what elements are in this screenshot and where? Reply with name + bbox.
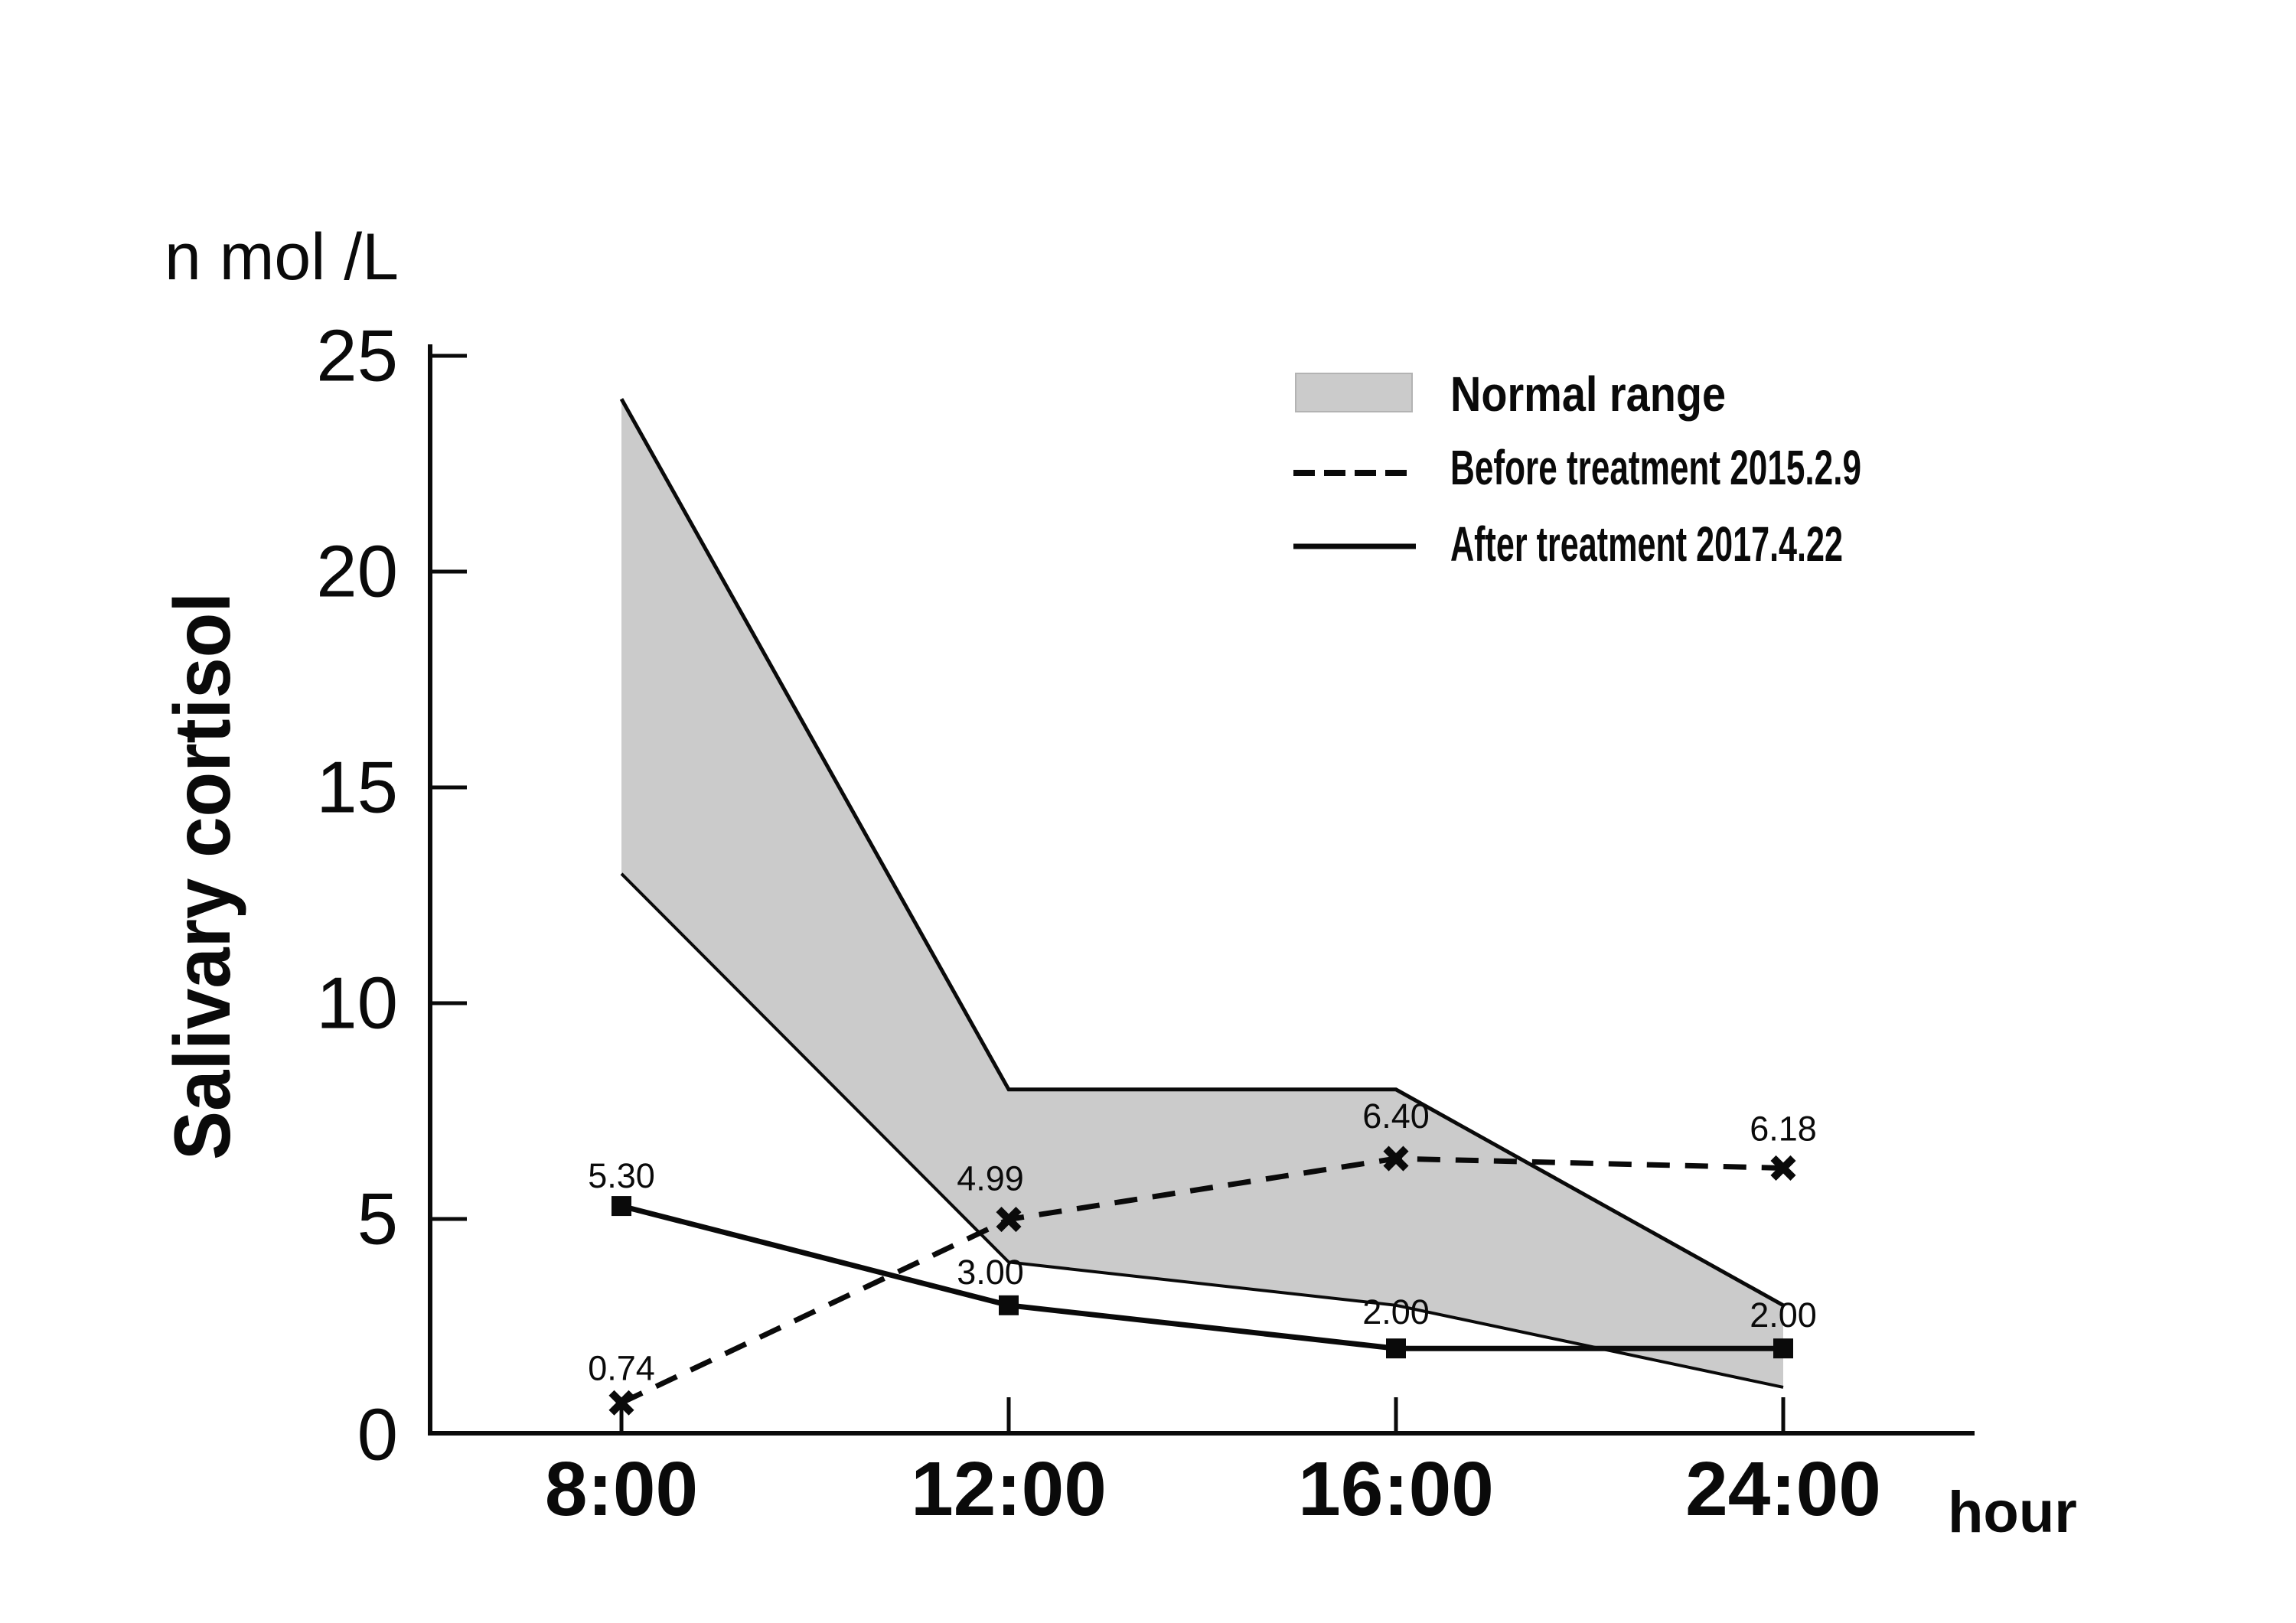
data-point-marker-x xyxy=(996,1207,1022,1233)
data-point-marker-square xyxy=(1386,1338,1406,1359)
data-point-label: 4.99 xyxy=(957,1159,1024,1198)
legend-before-treatment-label: Before treatment 2015.2.9 xyxy=(1450,440,1861,495)
data-point-label: 2.00 xyxy=(1362,1292,1430,1331)
data-point-marker-square xyxy=(1773,1338,1793,1359)
y-tick-label: 0 xyxy=(357,1394,398,1476)
legend-after-treatment-label: After treatment 2017.4.22 xyxy=(1450,517,1843,572)
data-point-marker-x xyxy=(1770,1155,1796,1181)
data-point-label: 2.00 xyxy=(1750,1295,1817,1335)
legend: Normal range Before treatment 2015.2.9 A… xyxy=(1293,367,1861,572)
x-tick-label: 8:00 xyxy=(545,1446,698,1532)
data-point-label: 6.18 xyxy=(1750,1109,1817,1148)
series-before-treatment-line xyxy=(620,1155,1784,1406)
data-point-label: 0.74 xyxy=(588,1348,655,1387)
legend-normal-range-label: Normal range xyxy=(1450,367,1726,422)
series-layer: 0.74 4.99 6.40 6.18 5.30 3.00 2.00 2.00 xyxy=(588,1097,1817,1416)
x-marker-stroke xyxy=(1383,1146,1409,1172)
x-marker-stroke xyxy=(996,1207,1022,1233)
y-tick-label: 10 xyxy=(316,963,398,1045)
data-point-marker-x xyxy=(1383,1146,1409,1172)
series-after-treatment-line xyxy=(621,1203,1783,1351)
data-point-label: 6.40 xyxy=(1362,1097,1430,1136)
x-marker-stroke xyxy=(1770,1155,1796,1181)
y-axis-unit-label: n mol /L xyxy=(165,220,399,294)
axes-layer: 0 5 10 15 20 25 8:00 12:00 16:00 24:00 xyxy=(316,315,1975,1532)
y-tick-label: 15 xyxy=(316,747,398,829)
y-axis-title: Salivary cortisol xyxy=(158,592,247,1160)
data-point-label: 3.00 xyxy=(957,1253,1024,1292)
x-axis-unit-label: hour xyxy=(1948,1480,2077,1545)
normal-range-band xyxy=(621,399,1783,1387)
x-tick-label: 16:00 xyxy=(1298,1446,1494,1532)
y-tick-label: 25 xyxy=(316,315,398,397)
normal-range-upper-edge xyxy=(619,398,1785,1307)
y-tick-label: 5 xyxy=(357,1178,398,1260)
y-tick-label: 20 xyxy=(316,531,398,613)
legend-normal-range-swatch xyxy=(1295,373,1413,412)
data-point-label: 5.30 xyxy=(588,1156,655,1195)
x-tick-label: 12:00 xyxy=(911,1446,1107,1532)
data-point-marker-square xyxy=(612,1196,631,1217)
x-marker-stroke xyxy=(608,1390,634,1416)
data-point-marker-x xyxy=(608,1390,634,1416)
data-point-marker-square xyxy=(999,1295,1019,1315)
x-tick-label: 24:00 xyxy=(1685,1446,1881,1532)
